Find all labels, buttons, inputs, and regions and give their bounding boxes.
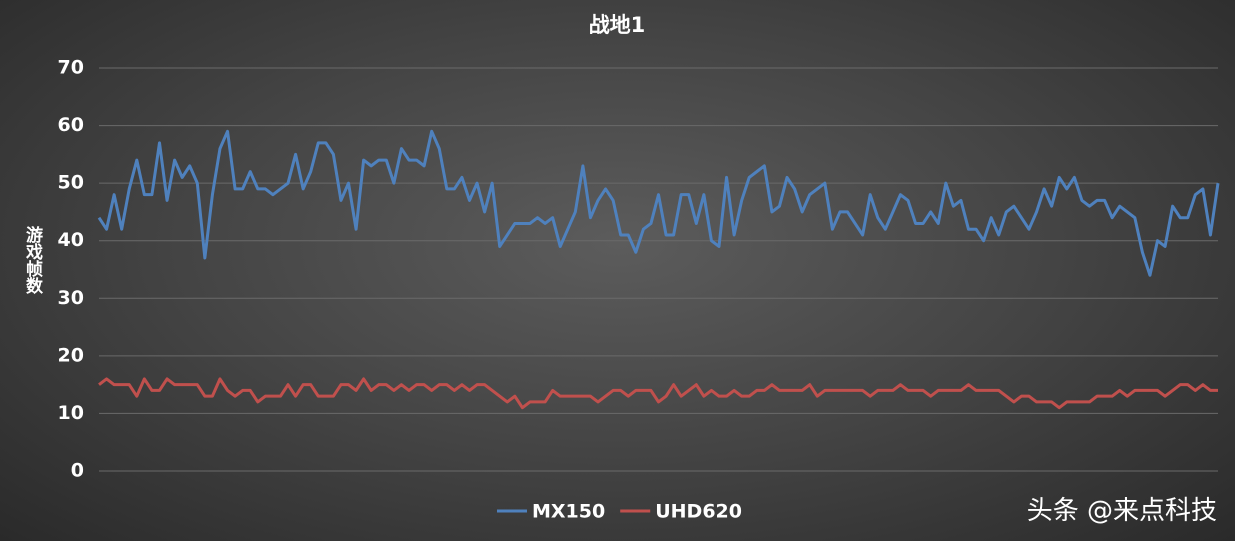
y-axis-label: 游戏帧数: [22, 226, 42, 294]
y-tick-label: 70: [58, 57, 84, 79]
y-tick-label: 0: [71, 460, 84, 482]
y-tick-label: 40: [58, 229, 84, 251]
y-tick-label: 10: [58, 402, 84, 424]
data-line: [98, 377, 1218, 410]
legend-label: UHD620: [655, 501, 742, 523]
y-tick-label: 20: [58, 344, 84, 366]
y-tick-label: 60: [58, 114, 84, 136]
chart-title: 战地1: [589, 13, 646, 37]
legend-label: MX150: [532, 501, 605, 523]
data-line: [97, 129, 1220, 277]
watermark: 头条 @来点科技: [1026, 496, 1217, 526]
y-tick-label: 30: [58, 287, 84, 309]
y-tick-label: 50: [58, 172, 84, 194]
